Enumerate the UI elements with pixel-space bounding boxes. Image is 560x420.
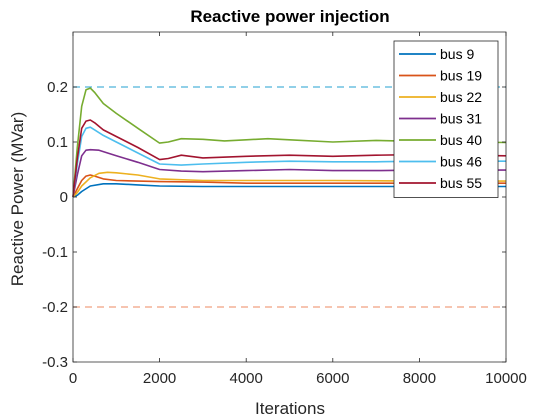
legend-label: bus 55 — [440, 175, 482, 191]
legend-label: bus 19 — [440, 68, 482, 84]
y-tick-label: -0.2 — [42, 299, 68, 316]
legend-label: bus 46 — [440, 154, 482, 170]
series-line-bus-31 — [72, 148, 506, 198]
legend-label: bus 31 — [440, 111, 482, 127]
series-lines — [72, 87, 507, 198]
x-tick-label: 2000 — [143, 370, 176, 387]
series-line-bus-22 — [72, 171, 506, 198]
x-axis-label: Iterations — [255, 399, 325, 418]
y-axis-ticks: -0.3 -0.2 -0.1 0 0.1 0.2 — [42, 79, 506, 371]
y-tick-label: 0 — [60, 189, 68, 206]
legend-label: bus 9 — [440, 46, 474, 62]
series-line-bus-19 — [72, 174, 506, 198]
y-tick-label: -0.3 — [42, 354, 68, 371]
legend: bus 9 bus 19 bus 22 bus 31 bus 40 bus 46 bus 5… — [393, 40, 499, 198]
legend-label: bus 40 — [440, 132, 482, 148]
x-tick-label: 0 — [69, 370, 77, 387]
x-tick-label: 4000 — [230, 370, 263, 387]
y-axis-label: Reactive Power (MVar) — [8, 112, 27, 286]
series-line-bus-9 — [72, 183, 506, 198]
x-tick-label: 10000 — [485, 370, 527, 387]
y-tick-label: 0.2 — [47, 79, 68, 96]
legend-label: bus 22 — [440, 89, 482, 105]
series-line-bus-55 — [72, 119, 507, 198]
series-line-bus-40 — [72, 87, 507, 198]
y-tick-label: -0.1 — [42, 244, 68, 261]
x-tick-label: 6000 — [316, 370, 349, 387]
y-tick-label: 0.1 — [47, 134, 68, 151]
x-tick-label: 8000 — [403, 370, 436, 387]
x-axis-ticks: 0 2000 4000 6000 8000 10000 — [69, 32, 527, 387]
series-line-bus-46 — [72, 126, 506, 198]
chart-title: Reactive power injection — [190, 7, 389, 26]
